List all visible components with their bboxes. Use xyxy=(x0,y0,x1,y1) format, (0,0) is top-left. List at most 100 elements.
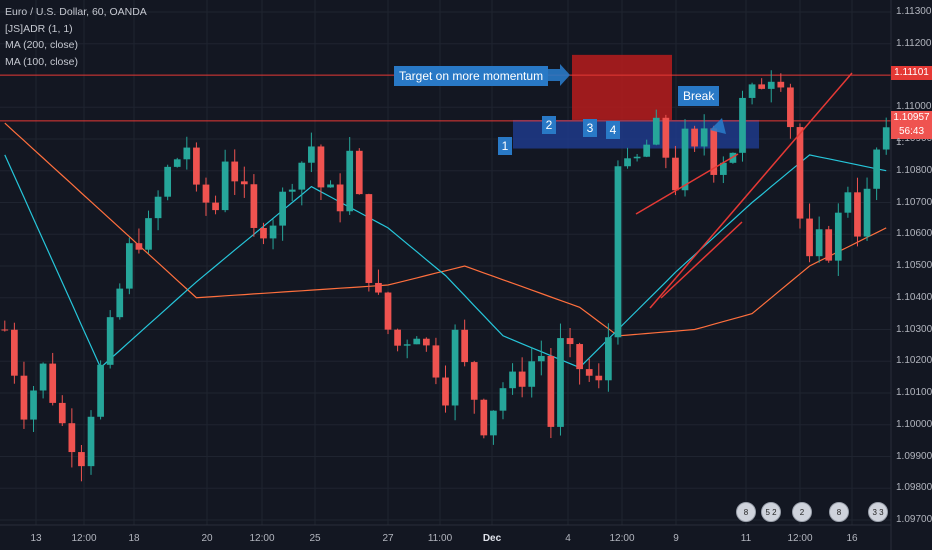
candle-body xyxy=(547,355,555,427)
candle-body xyxy=(777,81,785,88)
candle-body xyxy=(97,364,104,417)
point-label-4: 4 xyxy=(606,121,620,139)
candle-body xyxy=(719,162,727,175)
price-tick-label: 1.09800 xyxy=(896,482,932,494)
candle-body xyxy=(394,329,401,346)
time-tick-label: 25 xyxy=(309,533,321,544)
point-label-3: 3 xyxy=(583,119,597,137)
candle-body xyxy=(834,212,842,261)
candle-body xyxy=(652,117,660,145)
candle-body xyxy=(691,128,698,147)
economic-event-icon[interactable]: 5 2 xyxy=(761,502,781,522)
candle-body xyxy=(796,127,804,219)
price-tick-label: 1.10700 xyxy=(896,196,932,208)
candle-body xyxy=(384,292,392,330)
candle-body xyxy=(68,423,76,453)
time-tick-label: Dec xyxy=(482,533,502,544)
candle-body xyxy=(528,361,536,387)
candle-body xyxy=(183,147,191,160)
time-tick-label: 12:00 xyxy=(787,533,813,544)
candle-body xyxy=(164,166,172,197)
time-tick-label: 18 xyxy=(128,533,140,544)
target-price-label: 1.11101 xyxy=(891,66,932,80)
candle-body xyxy=(767,81,775,89)
price-tick-label: 1.10300 xyxy=(896,323,932,335)
candle-body xyxy=(145,218,152,250)
bar-countdown-label: 56:43 xyxy=(891,125,932,139)
candle-body xyxy=(672,157,679,191)
candle-body xyxy=(288,189,296,192)
price-tick-label: 1.11200 xyxy=(896,37,932,49)
candle-body xyxy=(873,149,880,189)
candle-body xyxy=(422,338,430,346)
time-tick-label: 11:00 xyxy=(427,533,453,544)
candle-body xyxy=(442,377,449,406)
target-arrow-icon xyxy=(546,64,570,86)
candle-body xyxy=(87,416,95,467)
price-tick-label: 1.10800 xyxy=(896,164,932,176)
candle-body xyxy=(882,127,890,150)
candle-body xyxy=(240,181,248,185)
price-tick-label: 1.10400 xyxy=(896,291,932,303)
current-price-label: 1.10957 xyxy=(891,111,932,125)
candle-body xyxy=(576,344,583,370)
candle-body xyxy=(308,146,315,163)
price-tick-label: 1.10000 xyxy=(896,418,932,430)
ma100-label: MA (100, close) xyxy=(5,55,78,68)
candle-body xyxy=(327,184,334,188)
candle-body xyxy=(317,146,325,188)
wedge-line xyxy=(635,153,739,215)
price-axis-background xyxy=(891,0,932,550)
candle-body xyxy=(250,184,258,228)
time-tick-label: 11 xyxy=(740,533,752,544)
candle-body xyxy=(135,243,143,250)
candle-body xyxy=(212,202,219,211)
candle-body xyxy=(681,128,689,191)
candle-body xyxy=(346,150,354,212)
candle-body xyxy=(58,402,66,424)
candle-body xyxy=(585,369,593,376)
time-tick-label: 12:00 xyxy=(249,533,275,544)
candle-body xyxy=(413,338,421,345)
candle-body xyxy=(470,362,478,400)
wedge-line xyxy=(649,72,853,309)
partial-price-label: 1. xyxy=(896,137,905,148)
candle-body xyxy=(432,345,440,378)
economic-event-icon[interactable]: 2 xyxy=(792,502,812,522)
candle-body xyxy=(49,363,57,403)
time-tick-label: 27 xyxy=(382,533,394,544)
point-label-2: 2 xyxy=(542,116,556,134)
economic-event-icon[interactable]: 3 3 xyxy=(868,502,888,522)
price-tick-label: 1.11000 xyxy=(896,101,932,113)
candle-body xyxy=(643,144,651,157)
time-tick-label: 9 xyxy=(673,533,679,544)
candle-body xyxy=(614,166,622,338)
candle-body xyxy=(39,363,47,391)
candle-body xyxy=(739,97,746,153)
economic-event-icon[interactable]: 8 xyxy=(736,502,756,522)
candle-body xyxy=(624,158,631,167)
candle-body xyxy=(748,84,756,98)
economic-event-icon[interactable]: 8 xyxy=(829,502,849,522)
candle-body xyxy=(221,161,229,211)
time-tick-label: 20 xyxy=(201,533,213,544)
point-label-1: 1 xyxy=(498,137,512,155)
candle-body xyxy=(490,410,497,436)
candle-body xyxy=(403,344,411,346)
candle-body xyxy=(173,159,181,167)
ma200-line xyxy=(4,122,887,337)
candle-body xyxy=(854,192,861,237)
candle-body xyxy=(279,191,286,226)
price-tick-label: 1.10500 xyxy=(896,260,932,271)
symbol-title: Euro / U.S. Dollar, 60, OANDA xyxy=(5,6,147,18)
candle-body xyxy=(20,375,28,420)
candle-body xyxy=(595,375,603,381)
time-tick-label: 13 xyxy=(30,533,42,544)
candle-body xyxy=(825,229,833,261)
candle-body xyxy=(1,329,9,331)
price-tick-label: 1.10200 xyxy=(896,355,932,367)
adr-indicator-label: [JS]ADR (1, 1) xyxy=(5,22,73,35)
break-arrow-icon xyxy=(706,114,726,134)
